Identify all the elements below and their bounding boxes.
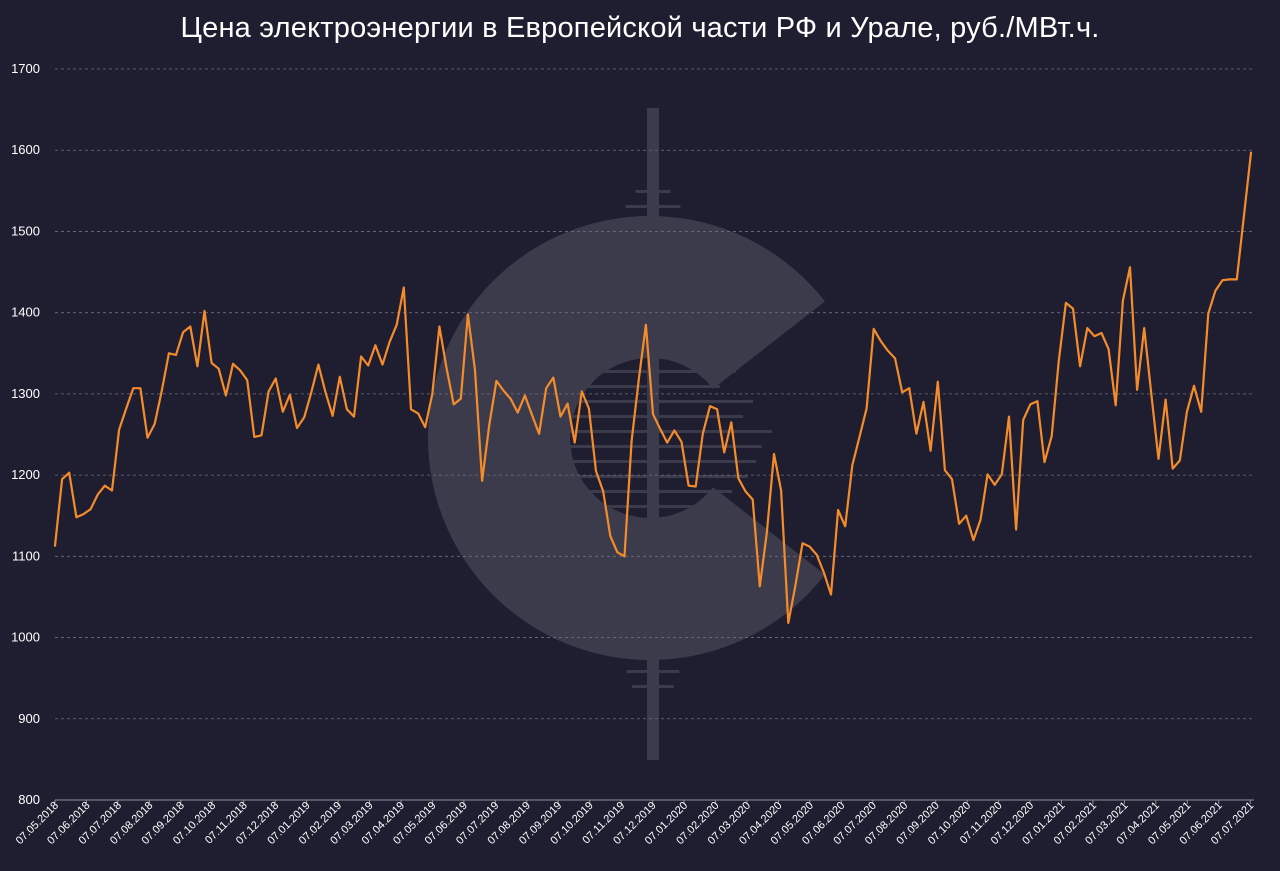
logo-wave-line bbox=[534, 430, 772, 433]
y-tick-label: 1500 bbox=[11, 223, 40, 238]
logo-wave-line bbox=[614, 580, 692, 583]
logo-ring bbox=[428, 216, 825, 661]
grid-lines bbox=[55, 68, 1254, 720]
y-tick-label: 1400 bbox=[11, 305, 40, 320]
chart-title: Цена электроэнергии в Европейской части … bbox=[180, 12, 1100, 44]
logo-bar bbox=[647, 108, 659, 760]
logo-wave-line bbox=[586, 385, 720, 388]
logo-wave-line bbox=[599, 310, 707, 313]
logo-wave-line bbox=[586, 340, 720, 343]
logo-wave-line bbox=[597, 355, 709, 358]
logo-wave-line bbox=[626, 670, 680, 673]
y-tick-label: 1100 bbox=[12, 548, 40, 563]
logo-wave-line bbox=[635, 190, 671, 193]
y-tick-label: 1300 bbox=[11, 386, 40, 401]
x-axis: 07.05.201807.06.201807.07.201807.08.2018… bbox=[14, 800, 1257, 847]
logo-wave-line bbox=[617, 625, 689, 628]
logo-wave-line bbox=[585, 535, 721, 538]
logo-wave-line bbox=[625, 205, 681, 208]
logo-wave-line bbox=[597, 565, 709, 568]
y-tick-label: 800 bbox=[18, 792, 40, 807]
series-line bbox=[53, 151, 1253, 624]
logo-wave-line bbox=[618, 610, 688, 613]
logo-wave-line bbox=[558, 475, 748, 478]
logo-wave-line bbox=[620, 235, 686, 238]
logo-wave-line bbox=[629, 220, 677, 223]
y-tick-label: 900 bbox=[18, 711, 40, 726]
logo-wave-line bbox=[549, 460, 757, 463]
logo-wave-line bbox=[572, 505, 734, 508]
logo-wave-line bbox=[570, 370, 736, 373]
logo-wave-line bbox=[611, 280, 695, 283]
logo-wave-line bbox=[614, 265, 692, 268]
logo-wave-line bbox=[621, 250, 685, 253]
logo-wave-line bbox=[602, 325, 704, 328]
y-axis: 800 900 1000 1100 1200 1300 1400 1500 1600 1700 bbox=[11, 61, 40, 807]
logo-wave-line bbox=[625, 655, 681, 658]
logo-wave-line bbox=[608, 595, 698, 598]
logo-wave-line bbox=[609, 550, 697, 553]
logo-wave-line bbox=[632, 685, 674, 688]
series-group bbox=[53, 151, 1253, 624]
logo-wave-line bbox=[593, 520, 713, 523]
logo-wave-line bbox=[574, 490, 732, 493]
y-tick-label: 1600 bbox=[11, 142, 40, 157]
y-tick-label: 1700 bbox=[11, 61, 40, 76]
y-tick-label: 1200 bbox=[11, 467, 40, 482]
y-tick-label: 1000 bbox=[11, 630, 40, 645]
logo-wave-line bbox=[608, 295, 698, 298]
logo-wave-line bbox=[544, 445, 762, 448]
logo-wave-line bbox=[622, 640, 684, 643]
